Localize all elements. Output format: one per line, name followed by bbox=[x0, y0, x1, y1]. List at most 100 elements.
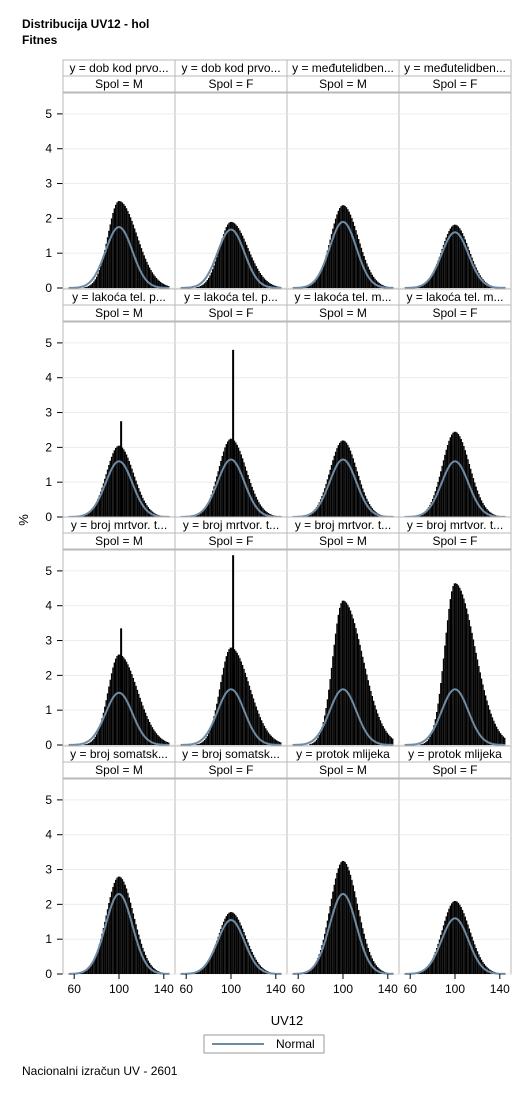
histogram-bar bbox=[430, 502, 432, 517]
histogram-bar bbox=[97, 731, 99, 745]
histogram-bar bbox=[445, 449, 447, 517]
histogram-bar bbox=[355, 230, 357, 288]
histogram-bar bbox=[353, 225, 356, 288]
y-tick-label: 5 bbox=[45, 793, 52, 807]
histogram-bar bbox=[203, 740, 206, 745]
histogram-bar bbox=[434, 267, 437, 288]
histogram-bar bbox=[240, 925, 242, 974]
histogram-bar bbox=[319, 949, 322, 974]
histogram-bar bbox=[436, 712, 438, 745]
histogram-bar bbox=[461, 233, 464, 288]
histogram-bar bbox=[456, 901, 458, 974]
histogram-bar bbox=[423, 512, 426, 517]
panel-trait-label: y = dob kod prvo... bbox=[181, 61, 280, 75]
histogram-bar bbox=[105, 700, 107, 745]
histogram-bar bbox=[314, 741, 316, 745]
histogram-bar bbox=[106, 469, 109, 517]
histogram-bar bbox=[119, 201, 121, 288]
panel-spol-label: Spol = M bbox=[95, 534, 143, 548]
histogram-bar bbox=[104, 249, 106, 288]
histogram-bar bbox=[422, 970, 424, 974]
histogram-bar bbox=[121, 879, 124, 974]
histogram-bar bbox=[455, 900, 457, 974]
panel-trait-label: y = lakoća tel. p... bbox=[72, 290, 166, 304]
histogram-bar bbox=[474, 944, 476, 974]
histogram-bar bbox=[269, 283, 271, 288]
histogram-bar bbox=[474, 264, 476, 288]
histogram-bar bbox=[433, 955, 435, 974]
histogram-bar bbox=[495, 726, 498, 745]
histogram-bar bbox=[318, 274, 320, 288]
histogram-bar bbox=[330, 234, 333, 288]
histogram-bar bbox=[237, 228, 240, 288]
histogram-bar bbox=[241, 235, 244, 288]
histogram-bar bbox=[198, 743, 200, 745]
histogram-bar bbox=[333, 884, 335, 974]
histogram-bar bbox=[203, 283, 206, 288]
histogram-bar bbox=[329, 469, 331, 517]
histogram-bar bbox=[203, 509, 206, 517]
panel-header-spol bbox=[398, 304, 512, 322]
histogram-bar bbox=[161, 738, 163, 745]
histogram-bar bbox=[265, 279, 267, 288]
histogram-bar bbox=[237, 655, 240, 745]
histogram-bar bbox=[337, 210, 339, 288]
histogram-bar bbox=[243, 462, 245, 517]
histogram-bar bbox=[235, 442, 237, 517]
panel-trait-label: y = lakoća tel. p... bbox=[184, 290, 278, 304]
histogram-bar bbox=[150, 270, 152, 288]
histogram-bar bbox=[351, 454, 353, 517]
histogram-bar bbox=[460, 590, 462, 745]
histogram-bar bbox=[483, 280, 485, 288]
histogram-bar bbox=[271, 284, 274, 288]
x-tick-label: 100 bbox=[333, 982, 353, 996]
histogram-bar bbox=[362, 488, 364, 517]
histogram-bar bbox=[339, 864, 341, 974]
histogram-bar bbox=[83, 971, 86, 974]
histogram-bar bbox=[98, 727, 101, 745]
histogram-bar bbox=[85, 744, 87, 745]
histogram-bar bbox=[125, 208, 128, 288]
histogram-bar bbox=[356, 471, 359, 517]
histogram-bar bbox=[461, 594, 464, 745]
histogram-bar bbox=[363, 492, 365, 517]
histogram-bar bbox=[98, 495, 101, 517]
histogram-bar bbox=[434, 951, 437, 974]
histogram-bar bbox=[247, 248, 249, 288]
histogram-bar bbox=[343, 440, 345, 517]
histogram-bar bbox=[251, 951, 253, 974]
histogram-bar bbox=[341, 860, 344, 974]
histogram-bar bbox=[115, 658, 117, 745]
histogram-bar bbox=[123, 204, 125, 288]
histogram-bar bbox=[437, 260, 439, 288]
histogram-bar bbox=[217, 471, 219, 517]
histogram-bar bbox=[262, 276, 264, 288]
histogram-bar bbox=[205, 506, 207, 517]
histogram-bar bbox=[364, 495, 367, 517]
histogram-bar bbox=[352, 618, 354, 745]
normal-curve bbox=[404, 688, 506, 746]
histogram-bar bbox=[83, 744, 86, 745]
histogram-bar bbox=[464, 916, 466, 974]
histogram-bar bbox=[105, 474, 107, 517]
histogram-bar bbox=[149, 267, 151, 288]
histogram-bar bbox=[207, 733, 210, 745]
histogram-bar bbox=[241, 928, 244, 974]
histogram-bar bbox=[315, 507, 318, 517]
histogram-bar bbox=[339, 208, 341, 288]
histogram-bar bbox=[351, 218, 353, 288]
histogram-bar bbox=[347, 444, 349, 517]
histogram-bar bbox=[209, 275, 211, 288]
histogram-bar bbox=[311, 743, 314, 745]
histogram-bar bbox=[83, 515, 86, 517]
histogram-bar bbox=[347, 209, 349, 288]
histogram-bar bbox=[117, 876, 120, 974]
histogram-bar bbox=[248, 479, 251, 517]
histogram-bar bbox=[251, 694, 253, 745]
y-tick-label: 0 bbox=[45, 510, 52, 524]
histogram-bar bbox=[352, 885, 354, 974]
histogram-bar bbox=[317, 277, 319, 288]
y-tick-label: 4 bbox=[45, 371, 52, 385]
histogram-bar bbox=[244, 935, 247, 974]
histogram-bar bbox=[217, 936, 219, 974]
